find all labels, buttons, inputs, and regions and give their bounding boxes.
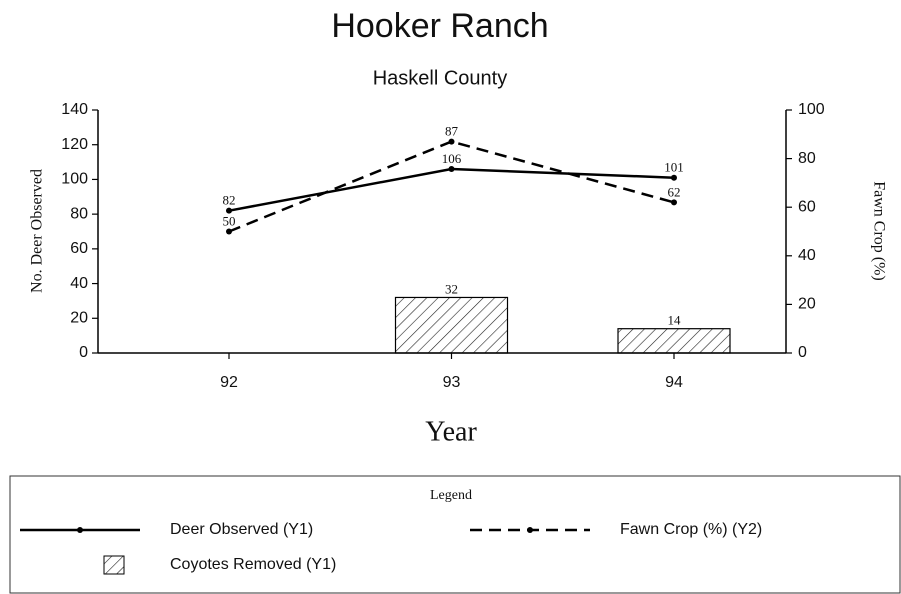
chart-subtitle: Haskell County	[373, 67, 508, 89]
y2-tick-label: 0	[798, 344, 807, 361]
point	[671, 199, 677, 206]
legend-label: Deer Observed (Y1)	[170, 521, 313, 538]
y2-tick-label: 100	[798, 101, 825, 118]
point	[448, 138, 455, 145]
bar	[394, 296, 509, 354]
bar	[617, 328, 731, 354]
legend-label: Coyotes Removed (Y1)	[170, 556, 336, 573]
y2-axis-label: Fawn Crop (%)	[870, 181, 887, 281]
y-tick-label: 0	[79, 344, 88, 361]
line	[228, 167, 675, 212]
y2-tick-label: 60	[798, 198, 816, 215]
data-label: 32	[445, 281, 458, 296]
point	[226, 228, 232, 235]
y2-tick-label: 80	[798, 150, 816, 167]
x-tick-label: 94	[665, 374, 683, 391]
legend-marker	[77, 527, 83, 533]
legend-swatch	[103, 555, 125, 575]
y-tick-label: 40	[70, 275, 88, 292]
x-tick-label: 93	[443, 374, 461, 391]
legend-box	[9, 475, 901, 594]
y-tick-label: 80	[70, 205, 88, 222]
y-axis-label: No. Deer Observed	[29, 169, 46, 293]
legend-title: Legend	[430, 488, 472, 503]
y2-tick-label: 20	[798, 296, 816, 313]
y-tick-label: 100	[61, 171, 88, 188]
data-label: 106	[442, 151, 462, 166]
y-tick-label: 60	[70, 240, 88, 257]
data-label: 14	[668, 313, 682, 328]
y-tick-label: 120	[61, 136, 88, 153]
legend-label: Fawn Crop (%) (Y2)	[620, 521, 762, 538]
data-label: 101	[664, 160, 684, 175]
data-label: 62	[668, 184, 681, 199]
y-tick-label: 20	[70, 310, 88, 327]
point	[226, 207, 232, 214]
legend-marker	[527, 527, 533, 533]
chart-title: Hooker Ranch	[331, 7, 548, 45]
y-tick-label: 140	[61, 101, 88, 118]
x-axis-label: Year	[425, 416, 477, 447]
data-label: 82	[223, 193, 236, 208]
y2-tick-label: 40	[798, 247, 816, 264]
point	[448, 166, 455, 173]
point	[671, 174, 677, 181]
x-tick-label: 92	[220, 374, 238, 391]
data-label: 50	[223, 213, 236, 228]
data-label: 87	[445, 124, 459, 139]
